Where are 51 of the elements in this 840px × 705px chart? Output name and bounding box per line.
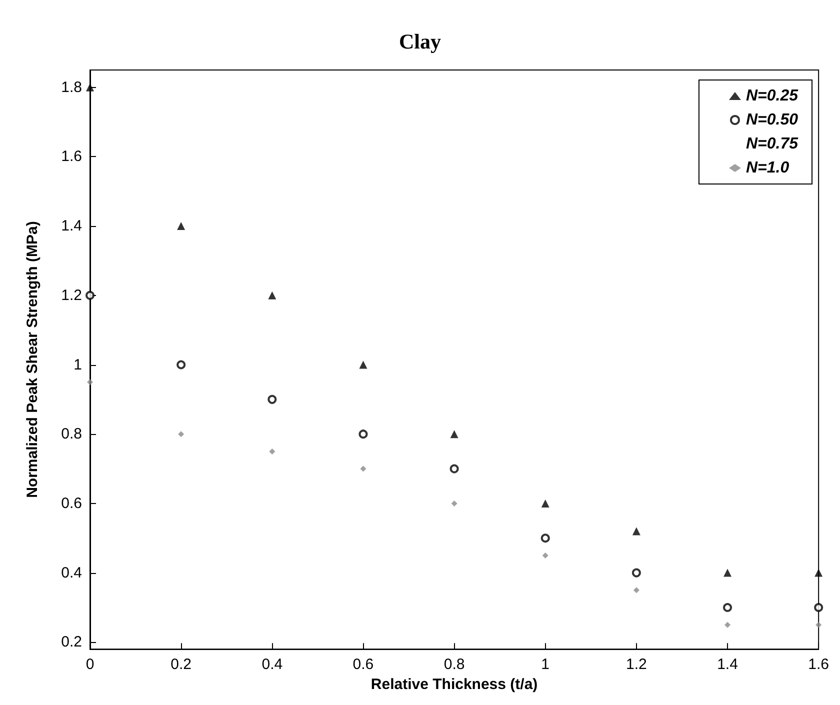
point: [359, 360, 368, 369]
point: [540, 534, 550, 543]
legend-label: N=0.50: [746, 112, 798, 128]
point: [269, 448, 276, 454]
point: [723, 602, 732, 612]
point: [633, 587, 640, 594]
point: [87, 379, 93, 386]
legend-label: N=0.25: [746, 88, 800, 104]
point: [360, 466, 366, 472]
point: [268, 394, 277, 404]
x-tick-label: 1.6: [808, 656, 830, 674]
legend-label: N=1.0: [746, 160, 790, 176]
point: [86, 290, 94, 300]
point: [814, 602, 824, 612]
point: [632, 527, 640, 536]
x-axis-title: Relative Thickness (t/a): [370, 676, 538, 693]
y-tick-label: 0.2: [61, 634, 82, 651]
point: [450, 464, 459, 474]
x-tick-label: 1.2: [626, 656, 647, 674]
x-tick-label: 0.2: [170, 656, 192, 674]
point: [814, 568, 823, 577]
point: [450, 430, 458, 438]
x-tick-label: 0: [86, 656, 94, 674]
y-tick-label: 0.6: [61, 494, 82, 512]
x-tick-label: 0.8: [444, 656, 465, 674]
point: [268, 291, 276, 300]
y-tick-label: 0.8: [61, 426, 82, 443]
point: [816, 622, 822, 628]
point: [176, 360, 186, 370]
point: [451, 500, 458, 506]
x-tick-label: 0.6: [352, 656, 374, 674]
y-tick-label: 1.8: [61, 78, 82, 96]
point: [724, 568, 732, 577]
y-tick-label: 1.6: [61, 148, 82, 166]
y-tick-label: 1.2: [61, 286, 82, 304]
y-axis-title: Normalized Peak Shear Strength (MPa): [24, 221, 41, 498]
x-tick-label: 1: [541, 656, 550, 674]
legend-label: N=0.75: [746, 136, 800, 152]
x-tick-label: 0.4: [262, 656, 283, 674]
chart-title: Clay: [399, 30, 442, 54]
point: [358, 430, 368, 439]
x-tick-label: 1.4: [717, 656, 738, 674]
point: [178, 431, 184, 438]
point: [724, 622, 730, 628]
point: [541, 499, 550, 508]
y-tick-label: 0.4: [61, 564, 82, 582]
point: [542, 552, 548, 558]
y-tick-label: 1.4: [61, 218, 82, 235]
point: [177, 222, 186, 230]
y-tick-label: 1: [74, 356, 82, 374]
point: [632, 568, 641, 578]
